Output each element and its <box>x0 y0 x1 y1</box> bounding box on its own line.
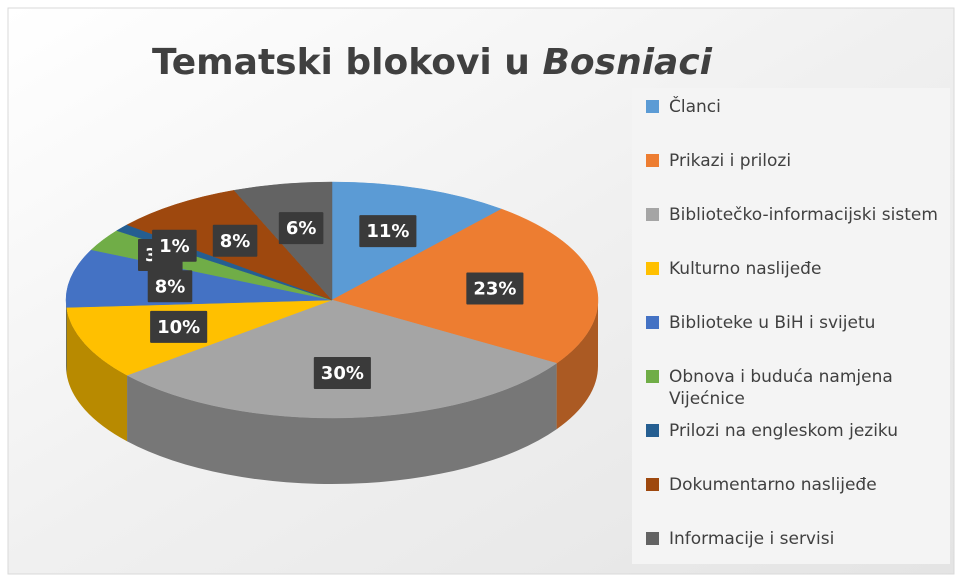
legend-swatch <box>646 154 659 167</box>
data-labels: 11%23%30%10%8%3%1%8%6% <box>138 212 524 390</box>
data-label-text: 8% <box>155 276 186 297</box>
legend-item: Dokumentarno naslijeđe <box>646 474 940 528</box>
data-label: 1% <box>152 229 197 262</box>
data-label-text: 30% <box>321 363 364 384</box>
legend-item: Prilozi na engleskom jeziku <box>646 420 940 474</box>
data-label: 6% <box>278 212 324 245</box>
legend-swatch <box>646 316 659 329</box>
legend-label: Biblioteke u BiH i svijetu <box>669 313 876 333</box>
slice-side <box>66 300 67 374</box>
chart-title: Tematski blokovi u Bosniaci <box>152 42 713 83</box>
data-label-text: 8% <box>220 231 251 252</box>
slice-side <box>66 307 128 442</box>
legend-label: Bibliotečko-informacijski sistem <box>669 205 938 225</box>
legend-label: Prikazi i prilozi <box>669 151 792 171</box>
legend-item: Biblioteke u BiH i svijetu <box>646 312 940 366</box>
data-label: 10% <box>150 310 208 343</box>
legend-label: Obnova i buduća namjena Vijećnice <box>669 367 893 409</box>
data-label-box <box>152 229 197 262</box>
data-label-text: 10% <box>157 317 200 338</box>
legend-label: Prilozi na engleskom jeziku <box>669 421 899 441</box>
legend-swatch <box>646 100 659 113</box>
data-label: 23% <box>466 272 524 305</box>
legend-item: Bibliotečko-informacijski sistem <box>646 204 940 258</box>
legend-item: Obnova i buduća namjena Vijećnice <box>646 366 940 420</box>
legend-label: Dokumentarno naslijeđe <box>669 475 877 495</box>
pie <box>65 181 599 485</box>
legend-swatch <box>646 532 659 545</box>
title-emphasis: Bosniaci <box>542 42 712 83</box>
legend-item: Prikazi i prilozi <box>646 150 940 204</box>
legend: Članci Prikazi i prilozi Bibliotečko-infor… <box>632 88 950 564</box>
data-label-text: 11% <box>366 221 409 242</box>
data-label-text: 1% <box>159 236 190 257</box>
data-label-box <box>359 215 417 248</box>
data-label-box <box>466 272 524 305</box>
legend-label: Članci <box>669 97 721 117</box>
data-label-box <box>278 212 324 245</box>
legend-item: Članci <box>646 96 940 150</box>
slice-side <box>127 363 557 485</box>
legend-label: Kulturno naslijeđe <box>669 259 822 279</box>
data-label-box <box>313 357 371 390</box>
slice-side <box>556 300 598 430</box>
data-label-box <box>212 224 258 257</box>
data-label: 30% <box>313 357 371 390</box>
data-label-box <box>150 310 208 343</box>
data-label-text: 23% <box>473 279 516 300</box>
legend-swatch <box>646 208 659 221</box>
legend-label: Informacije i servisi <box>669 529 835 549</box>
legend-item: Informacije i servisi <box>646 528 940 581</box>
data-label: 8% <box>212 224 258 257</box>
slice <box>331 208 599 364</box>
legend-swatch <box>646 424 659 437</box>
data-label-box <box>147 270 193 303</box>
data-label: 11% <box>359 215 417 248</box>
slice <box>65 249 333 308</box>
data-label: 8% <box>147 270 193 303</box>
legend-item: Kulturno naslijeđe <box>646 258 940 312</box>
legend-swatch <box>646 370 659 383</box>
slice <box>331 181 503 301</box>
legend-swatch <box>646 478 659 491</box>
data-label-text: 6% <box>286 218 317 239</box>
title-text: Tematski blokovi u <box>152 42 530 83</box>
legend-swatch <box>646 262 659 275</box>
